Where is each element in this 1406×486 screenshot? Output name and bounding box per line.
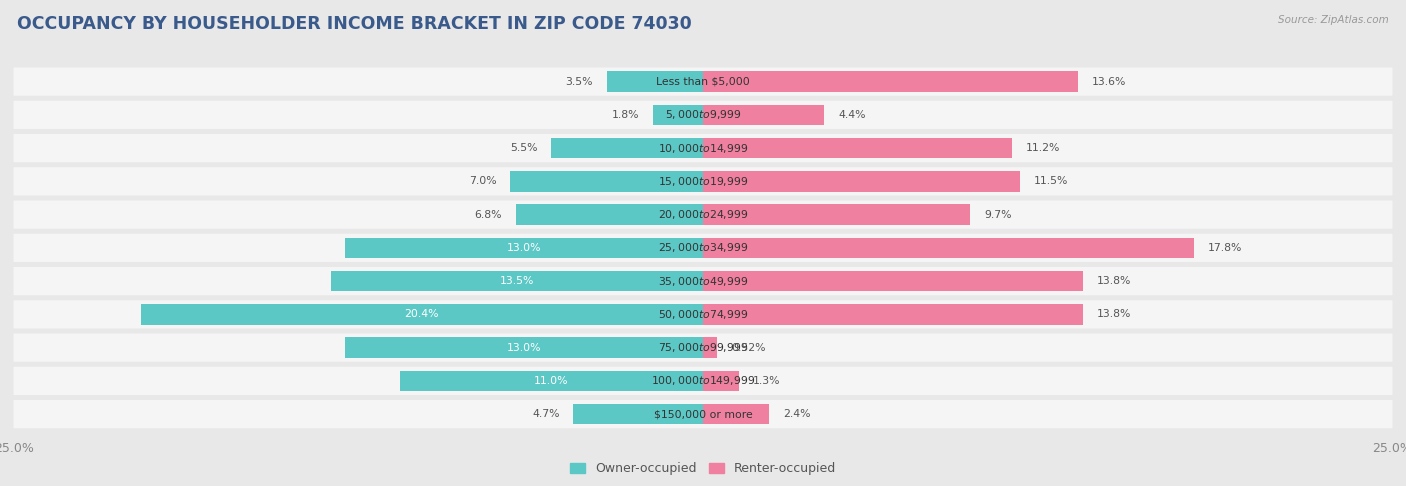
Bar bbox=[330, 271, 703, 292]
Text: 13.0%: 13.0% bbox=[506, 243, 541, 253]
Text: 11.5%: 11.5% bbox=[1033, 176, 1069, 186]
Text: 13.5%: 13.5% bbox=[499, 276, 534, 286]
Text: 4.4%: 4.4% bbox=[838, 110, 866, 120]
Text: 13.8%: 13.8% bbox=[1097, 276, 1132, 286]
FancyBboxPatch shape bbox=[14, 101, 1392, 129]
Text: $10,000 to $14,999: $10,000 to $14,999 bbox=[658, 141, 748, 155]
Bar bbox=[703, 71, 1078, 92]
FancyBboxPatch shape bbox=[14, 68, 1392, 96]
Bar bbox=[703, 138, 1012, 158]
Text: 6.8%: 6.8% bbox=[474, 209, 502, 220]
FancyBboxPatch shape bbox=[14, 267, 1392, 295]
FancyBboxPatch shape bbox=[14, 400, 1392, 428]
Text: Source: ZipAtlas.com: Source: ZipAtlas.com bbox=[1278, 15, 1389, 25]
FancyBboxPatch shape bbox=[14, 300, 1392, 329]
Text: $100,000 to $149,999: $100,000 to $149,999 bbox=[651, 374, 755, 387]
FancyBboxPatch shape bbox=[14, 367, 1392, 395]
Bar bbox=[703, 238, 1194, 258]
Bar bbox=[510, 171, 703, 191]
Text: 13.6%: 13.6% bbox=[1091, 77, 1126, 87]
Text: 11.0%: 11.0% bbox=[534, 376, 568, 386]
Bar bbox=[703, 337, 717, 358]
Text: 3.5%: 3.5% bbox=[565, 77, 593, 87]
Text: 11.2%: 11.2% bbox=[1025, 143, 1060, 153]
Text: $75,000 to $99,999: $75,000 to $99,999 bbox=[658, 341, 748, 354]
Text: 4.7%: 4.7% bbox=[533, 409, 560, 419]
Text: 0.52%: 0.52% bbox=[731, 343, 766, 353]
Text: 1.8%: 1.8% bbox=[612, 110, 640, 120]
FancyBboxPatch shape bbox=[14, 333, 1392, 362]
Text: 9.7%: 9.7% bbox=[984, 209, 1011, 220]
Text: $35,000 to $49,999: $35,000 to $49,999 bbox=[658, 275, 748, 288]
Bar bbox=[703, 104, 824, 125]
Text: 20.4%: 20.4% bbox=[405, 310, 439, 319]
Bar bbox=[551, 138, 703, 158]
Bar bbox=[344, 238, 703, 258]
Text: 17.8%: 17.8% bbox=[1208, 243, 1241, 253]
Bar bbox=[606, 71, 703, 92]
Bar bbox=[703, 271, 1083, 292]
Bar bbox=[703, 171, 1019, 191]
Legend: Owner-occupied, Renter-occupied: Owner-occupied, Renter-occupied bbox=[565, 457, 841, 481]
Text: 1.3%: 1.3% bbox=[752, 376, 780, 386]
Bar bbox=[574, 404, 703, 424]
Text: $15,000 to $19,999: $15,000 to $19,999 bbox=[658, 175, 748, 188]
Text: Less than $5,000: Less than $5,000 bbox=[657, 77, 749, 87]
Text: 13.0%: 13.0% bbox=[506, 343, 541, 353]
Bar bbox=[703, 404, 769, 424]
Text: 5.5%: 5.5% bbox=[510, 143, 537, 153]
Bar bbox=[703, 204, 970, 225]
Text: $5,000 to $9,999: $5,000 to $9,999 bbox=[665, 108, 741, 122]
Text: $25,000 to $34,999: $25,000 to $34,999 bbox=[658, 242, 748, 254]
Text: 2.4%: 2.4% bbox=[783, 409, 810, 419]
FancyBboxPatch shape bbox=[14, 200, 1392, 229]
Bar bbox=[516, 204, 703, 225]
Text: $150,000 or more: $150,000 or more bbox=[654, 409, 752, 419]
FancyBboxPatch shape bbox=[14, 234, 1392, 262]
Text: $20,000 to $24,999: $20,000 to $24,999 bbox=[658, 208, 748, 221]
Text: $50,000 to $74,999: $50,000 to $74,999 bbox=[658, 308, 748, 321]
Bar bbox=[703, 304, 1083, 325]
Bar bbox=[703, 370, 738, 391]
Bar bbox=[344, 337, 703, 358]
Text: 7.0%: 7.0% bbox=[468, 176, 496, 186]
Bar bbox=[399, 370, 703, 391]
Text: 13.8%: 13.8% bbox=[1097, 310, 1132, 319]
Bar bbox=[654, 104, 703, 125]
Text: OCCUPANCY BY HOUSEHOLDER INCOME BRACKET IN ZIP CODE 74030: OCCUPANCY BY HOUSEHOLDER INCOME BRACKET … bbox=[17, 15, 692, 33]
Bar bbox=[141, 304, 703, 325]
FancyBboxPatch shape bbox=[14, 134, 1392, 162]
FancyBboxPatch shape bbox=[14, 167, 1392, 195]
